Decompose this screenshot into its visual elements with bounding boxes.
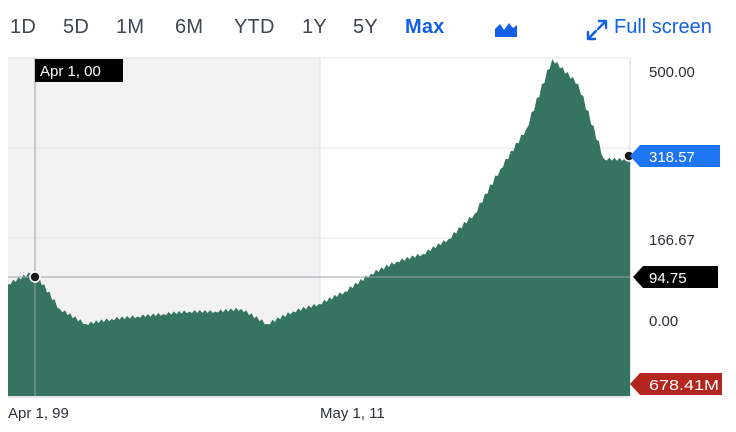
current-price-label: 318.57 [649,149,695,166]
x-tick-label: May 1, 11 [320,405,385,422]
price-area [8,59,630,396]
range-max[interactable]: Max [405,16,445,38]
crosshair-value-badge [633,266,718,288]
crosshair-date-badge [35,59,123,82]
y-tick-label: 0.00 [649,313,678,330]
crosshair-value-label: 94.75 [649,270,687,287]
expand-arrows-icon [586,19,608,41]
range-1m[interactable]: 1M [116,16,145,38]
fullscreen-label: Full screen [614,16,712,38]
mountain-chart-icon[interactable] [494,20,518,43]
y-tick-label: 500.00 [649,64,695,81]
range-1y[interactable]: 1Y [302,16,327,38]
chart-toolbar: 1D 5D 1M 6M YTD 1Y 5Y Max Full screen [0,0,736,56]
volume-badge [630,373,722,395]
crosshair-date-label: Apr 1, 00 [40,63,101,80]
crosshair-point [29,271,41,283]
range-5d[interactable]: 5D [63,16,89,38]
current-price-badge [630,145,720,167]
range-1d[interactable]: 1D [10,16,36,38]
y-tick-label: 166.67 [649,232,695,249]
range-5y[interactable]: 5Y [353,16,378,38]
volume-label: 678.41M [649,377,719,394]
range-ytd[interactable]: YTD [234,16,275,38]
range-6m[interactable]: 6M [175,16,204,38]
x-tick-label: Apr 1, 99 [8,405,69,422]
